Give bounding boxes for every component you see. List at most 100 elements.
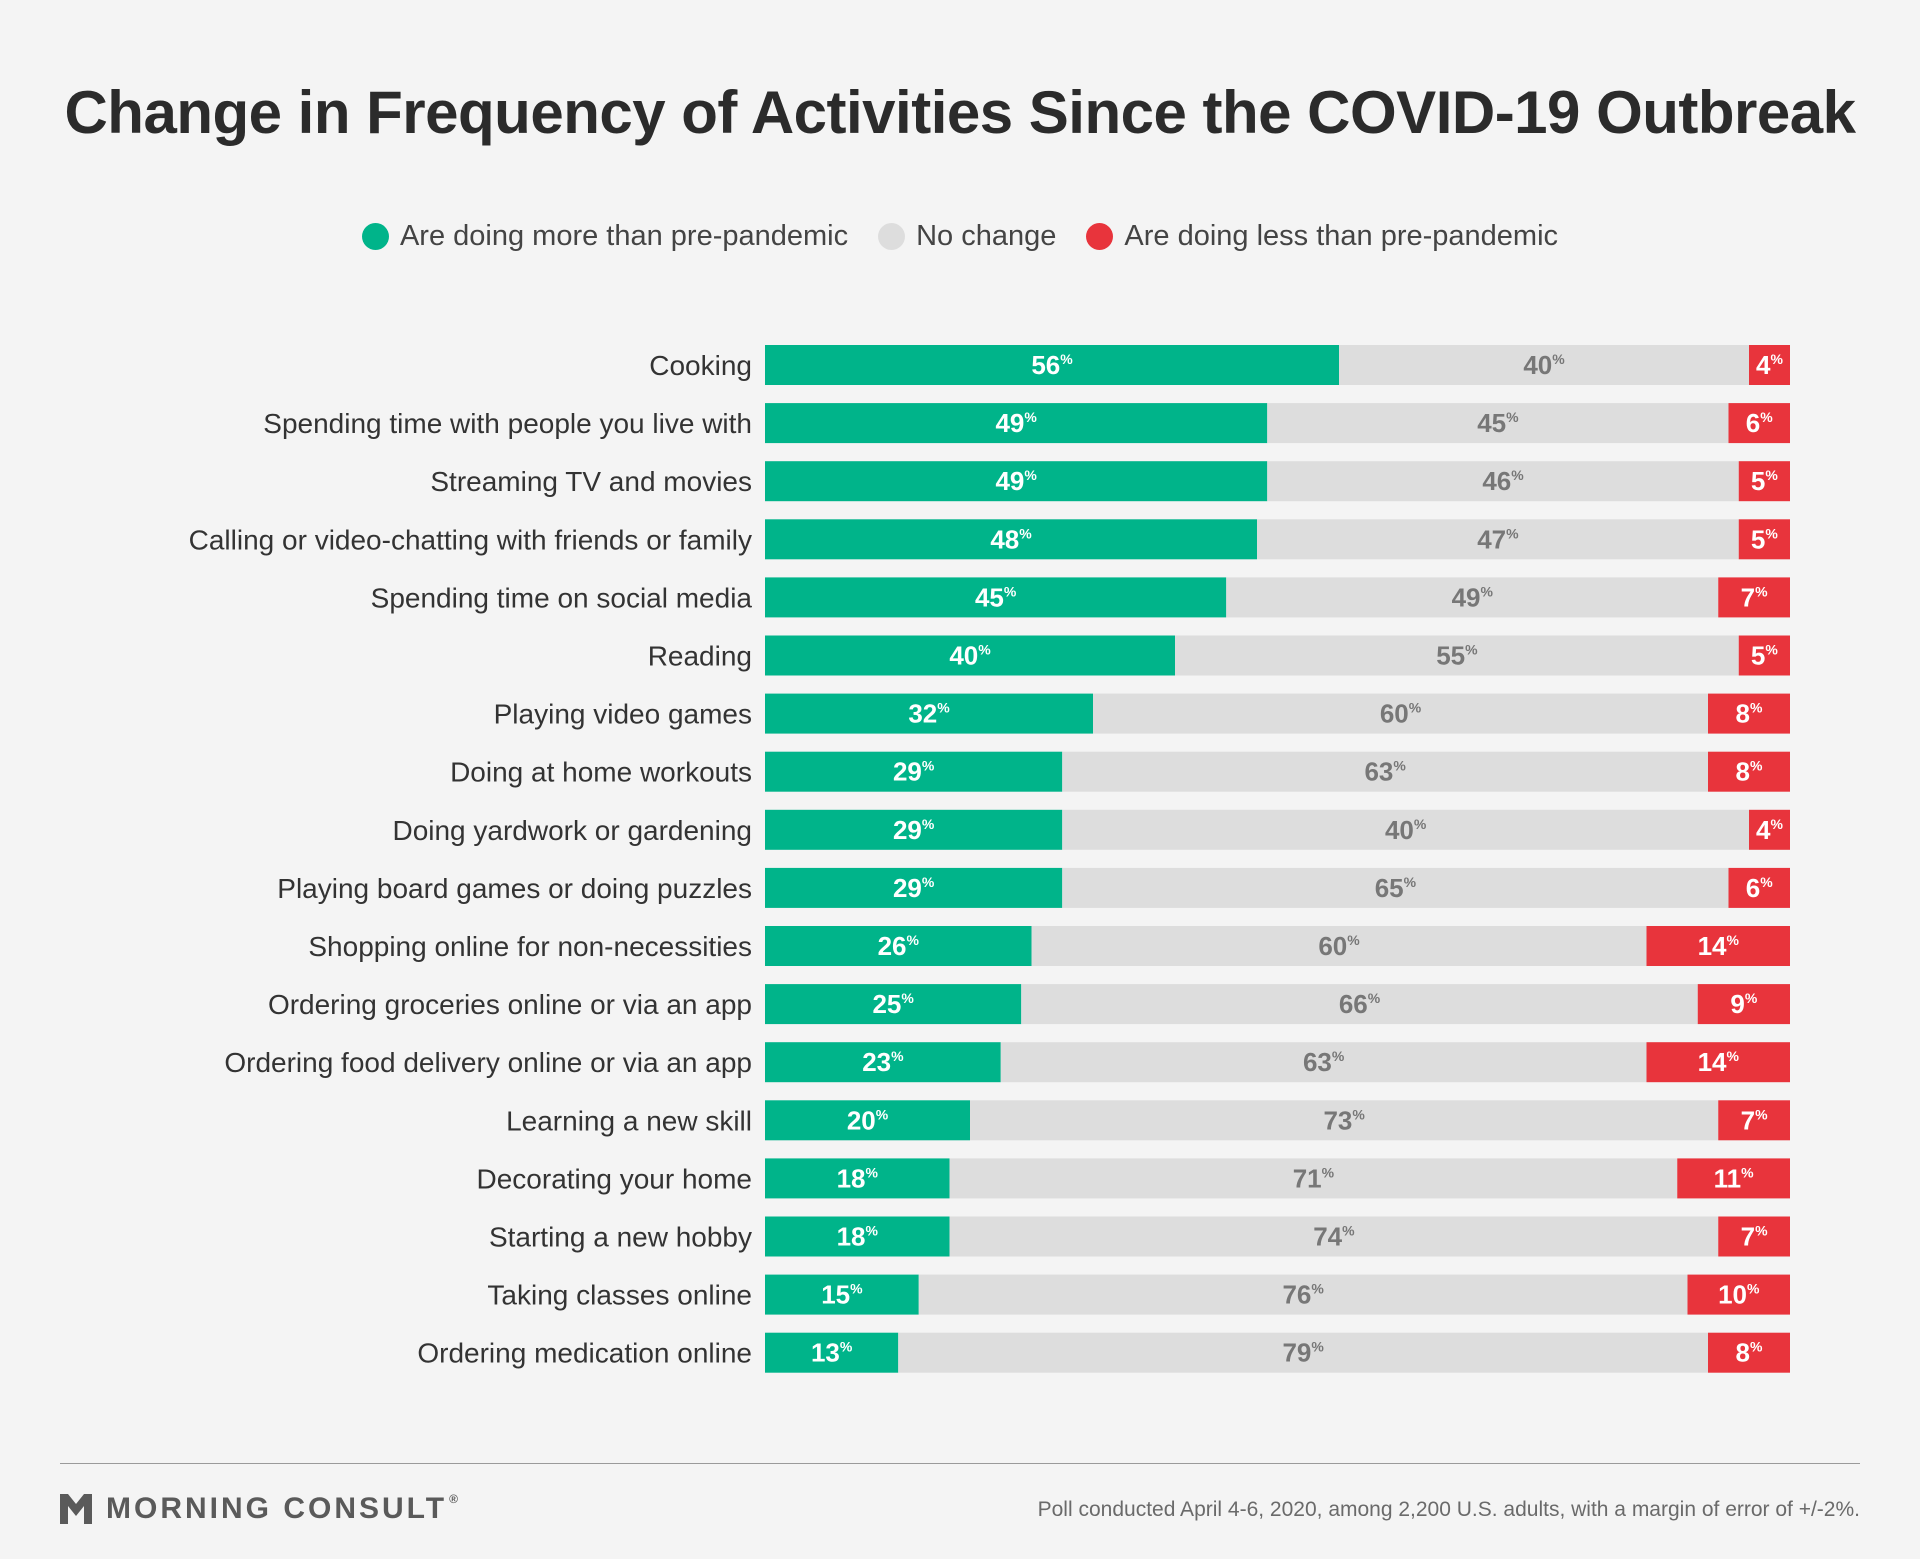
bar-segment-less bbox=[1687, 1274, 1790, 1315]
bar-segment-more bbox=[765, 635, 1175, 676]
bar-segment-more bbox=[765, 345, 1339, 385]
data-label-more: 23% bbox=[862, 1047, 904, 1077]
bar-segment-more bbox=[765, 403, 1268, 444]
data-label-less: 8% bbox=[1736, 757, 1763, 787]
bar-segment-more bbox=[765, 1274, 919, 1315]
stacked-bar-chart: Cooking 56% 40% 4%Spending time with people… bbox=[189, 345, 1790, 1373]
category-label: Shopping online for non-necessities bbox=[308, 931, 752, 962]
bar-segment-less bbox=[1718, 1216, 1790, 1257]
legend-item-no-change: No change bbox=[878, 220, 1056, 253]
legend-dot-less bbox=[1086, 223, 1114, 250]
bar-segment-no-change bbox=[1257, 519, 1739, 560]
bar-segment-more bbox=[765, 1100, 970, 1141]
bar-segment-no-change bbox=[1267, 461, 1739, 502]
legend-label-less: Are doing less than pre-pandemic bbox=[1124, 220, 1559, 252]
bar-segment-no-change bbox=[1062, 809, 1749, 850]
bar-segment-no-change bbox=[1000, 1042, 1647, 1083]
bar-segment-less bbox=[1728, 403, 1790, 444]
bar-segment-no-change bbox=[1021, 984, 1698, 1025]
bar-segment-more bbox=[765, 984, 1022, 1025]
legend-dot-no-change bbox=[878, 223, 906, 250]
category-label: Playing video games bbox=[494, 699, 752, 730]
data-label-less: 9% bbox=[1730, 989, 1757, 1019]
bar-segment-less bbox=[1738, 461, 1790, 502]
legend-label-no-change: No change bbox=[916, 220, 1057, 252]
bar-segment-less bbox=[1749, 809, 1790, 850]
bar-segment-no-change bbox=[1175, 635, 1739, 676]
bar-segment-more bbox=[765, 1158, 950, 1199]
category-label: Ordering groceries online or via an app bbox=[268, 989, 752, 1020]
bar-segment-no-change bbox=[949, 1158, 1678, 1199]
bar-segment-less bbox=[1708, 693, 1790, 734]
brand-registered-mark: ® bbox=[449, 1492, 461, 1506]
bar-segment-less bbox=[1646, 926, 1790, 966]
brand-name-text: MORNING CONSULT bbox=[106, 1492, 448, 1525]
data-label-less: 5% bbox=[1751, 641, 1778, 671]
bar-segment-less bbox=[1749, 345, 1790, 385]
chart-title: Change in Frequency of Activities Since … bbox=[64, 79, 1856, 146]
bar-segment-less bbox=[1697, 984, 1790, 1025]
bar-segment-less bbox=[1728, 867, 1790, 908]
bar-segment-more bbox=[765, 1042, 1001, 1083]
category-label: Taking classes online bbox=[487, 1280, 752, 1311]
category-label: Reading bbox=[648, 641, 752, 672]
data-label-less: 5% bbox=[1751, 524, 1778, 554]
source-note: Poll conducted April 4-6, 2020, among 2,… bbox=[1037, 1498, 1860, 1521]
legend-item-more: Are doing more than pre-pandemic bbox=[361, 220, 849, 253]
bar-segment-less bbox=[1646, 1042, 1790, 1083]
bar-segment-less bbox=[1718, 1100, 1790, 1141]
bar-segment-more bbox=[765, 693, 1093, 734]
category-label: Starting a new hobby bbox=[489, 1222, 752, 1253]
data-label-less: 7% bbox=[1741, 582, 1768, 612]
bar-segment-no-change bbox=[1267, 403, 1729, 444]
bar-segment-more bbox=[765, 926, 1032, 966]
category-label: Doing at home workouts bbox=[450, 757, 752, 788]
category-label: Playing board games or doing puzzles bbox=[277, 873, 752, 904]
bar-segment-less bbox=[1708, 751, 1790, 792]
data-label-no-change: 60% bbox=[1380, 699, 1422, 729]
category-label: Doing yardwork or gardening bbox=[392, 815, 752, 846]
data-label-less: 7% bbox=[1741, 1105, 1768, 1135]
category-label: Decorating your home bbox=[477, 1163, 752, 1194]
bar-segment-no-change bbox=[1062, 867, 1729, 908]
brand: MORNING CONSULT ® bbox=[60, 1492, 461, 1526]
bar-segment-less bbox=[1738, 635, 1790, 676]
data-label-no-change: 71% bbox=[1293, 1163, 1335, 1193]
category-label: Learning a new skill bbox=[506, 1105, 752, 1136]
bar-segment-no-change bbox=[898, 1332, 1708, 1373]
data-label-less: 7% bbox=[1741, 1222, 1768, 1252]
bar-segment-no-change bbox=[918, 1274, 1688, 1315]
bar-segment-more bbox=[765, 1332, 899, 1373]
bar-segment-no-change bbox=[1226, 577, 1719, 618]
brand-name: MORNING CONSULT ® bbox=[106, 1492, 461, 1526]
bar-segment-no-change bbox=[1093, 693, 1708, 734]
bar-segment-no-change bbox=[1062, 751, 1708, 792]
bar-segment-more bbox=[765, 809, 1063, 850]
bar-segment-less bbox=[1718, 577, 1790, 618]
category-label: Calling or video-chatting with friends o… bbox=[189, 524, 752, 555]
category-label: Spending time on social media bbox=[371, 582, 753, 613]
legend-dot-more bbox=[361, 223, 389, 250]
bar-segment-more bbox=[765, 751, 1063, 792]
data-label-more: 29% bbox=[893, 873, 935, 903]
category-label: Streaming TV and movies bbox=[430, 466, 752, 497]
bar-segment-less bbox=[1708, 1332, 1790, 1373]
legend: Are doing more than pre-pandemic No chan… bbox=[0, 220, 1920, 253]
bar-segment-more bbox=[765, 867, 1063, 908]
category-label: Spending time with people you live with bbox=[263, 408, 752, 439]
bar-segment-less bbox=[1677, 1158, 1790, 1199]
bar-segment-more bbox=[765, 519, 1257, 560]
category-label: Cooking bbox=[649, 350, 752, 381]
legend-item-less: Are doing less than pre-pandemic bbox=[1086, 220, 1558, 253]
category-label: Ordering food delivery online or via an … bbox=[224, 1047, 752, 1078]
bar-segment-no-change bbox=[1031, 926, 1647, 966]
category-label: Ordering medication online bbox=[417, 1338, 752, 1369]
legend-label-more: Are doing more than pre-pandemic bbox=[399, 220, 849, 252]
bar-segment-less bbox=[1738, 519, 1790, 560]
data-label-more: 29% bbox=[893, 815, 935, 845]
bar-segment-no-change bbox=[949, 1216, 1719, 1257]
morning-consult-logo-icon bbox=[60, 1494, 92, 1524]
bar-segment-more bbox=[765, 461, 1268, 502]
bar-segment-more bbox=[765, 577, 1227, 618]
bar-segment-more bbox=[765, 1216, 950, 1257]
